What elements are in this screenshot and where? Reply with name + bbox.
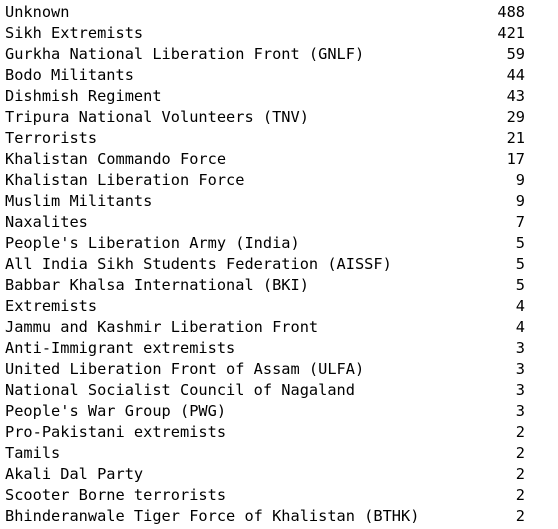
group-name: Scooter Borne terrorists [5, 486, 227, 504]
group-count: 2 [515, 444, 525, 462]
group-count: 29 [506, 108, 525, 126]
group-count: 3 [515, 402, 525, 420]
group-count: 9 [515, 171, 525, 189]
list-item: Scooter Borne terrorists 2 [5, 485, 525, 506]
list-item: Muslim Militants 9 [5, 191, 525, 212]
group-name: Extremists [5, 297, 98, 315]
group-count: 421 [497, 24, 525, 42]
group-count: 44 [506, 66, 525, 84]
list-item: United Liberation Front of Assam (ULFA) 3 [5, 359, 525, 380]
group-count: 9 [515, 192, 525, 210]
group-count: 43 [506, 87, 525, 105]
list-item: Bhinderanwale Tiger Force of Khalistan (… [5, 506, 525, 527]
list-item: Extremists 4 [5, 296, 525, 317]
list-item: Naxalites 7 [5, 212, 525, 233]
group-name: National Socialist Council of Nagaland [5, 381, 355, 399]
group-count: 2 [515, 465, 525, 483]
group-count: 3 [515, 381, 525, 399]
list-item: Tripura National Volunteers (TNV) 29 [5, 107, 525, 128]
list-item: All India Sikh Students Federation (AISS… [5, 254, 525, 275]
group-name: Naxalites [5, 213, 88, 231]
list-item: Khalistan Liberation Force 9 [5, 170, 525, 191]
group-name: All India Sikh Students Federation (AISS… [5, 255, 392, 273]
group-name: Terrorists [5, 129, 98, 147]
list-item: Sikh Extremists 421 [5, 23, 525, 44]
group-name: Babbar Khalsa International (BKI) [5, 276, 309, 294]
list-item: Akali Dal Party 2 [5, 464, 525, 485]
group-name: Tripura National Volunteers (TNV) [5, 108, 309, 126]
group-count: 17 [506, 150, 525, 168]
group-count: 7 [515, 213, 525, 231]
group-name: Pro-Pakistani extremists [5, 423, 227, 441]
group-name: People's War Group (PWG) [5, 402, 227, 420]
group-count: 4 [515, 297, 525, 315]
group-count: 5 [515, 234, 525, 252]
group-count: 2 [515, 423, 525, 441]
group-count: 3 [515, 360, 525, 378]
list-item: Anti-Immigrant extremists 3 [5, 338, 525, 359]
group-name: Tamils [5, 444, 61, 462]
group-name: Khalistan Liberation Force [5, 171, 245, 189]
list-item: Jammu and Kashmir Liberation Front 4 [5, 317, 525, 338]
list-item: People's War Group (PWG) 3 [5, 401, 525, 422]
list-item: Tamils 2 [5, 443, 525, 464]
group-name: Jammu and Kashmir Liberation Front [5, 318, 319, 336]
group-name: Khalistan Commando Force [5, 150, 227, 168]
group-count: 488 [497, 3, 525, 21]
group-count: 2 [515, 507, 525, 525]
group-name: Dishmish Regiment [5, 87, 162, 105]
group-count: 21 [506, 129, 525, 147]
list-item: Babbar Khalsa International (BKI) 5 [5, 275, 525, 296]
group-name: Bhinderanwale Tiger Force of Khalistan (… [5, 507, 420, 525]
group-name: Gurkha National Liberation Front (GNLF) [5, 45, 365, 63]
group-count: 4 [515, 318, 525, 336]
list-item: Terrorists 21 [5, 128, 525, 149]
group-name: Akali Dal Party [5, 465, 144, 483]
group-name: Sikh Extremists [5, 24, 144, 42]
group-name: Anti-Immigrant extremists [5, 339, 236, 357]
group-count: 5 [515, 276, 525, 294]
group-name: Unknown [5, 3, 70, 21]
list-item: Gurkha National Liberation Front (GNLF) 5… [5, 44, 525, 65]
list-item: Pro-Pakistani extremists 2 [5, 422, 525, 443]
group-name: Bodo Militants [5, 66, 134, 84]
list-item: Dishmish Regiment 43 [5, 86, 525, 107]
group-count: 3 [515, 339, 525, 357]
group-name: People's Liberation Army (India) [5, 234, 300, 252]
group-count: 5 [515, 255, 525, 273]
group-count: 2 [515, 486, 525, 504]
group-name: United Liberation Front of Assam (ULFA) [5, 360, 365, 378]
list-item: National Socialist Council of Nagaland 3 [5, 380, 525, 401]
list-item: People's Liberation Army (India) 5 [5, 233, 525, 254]
group-count: 59 [506, 45, 525, 63]
group-name: Muslim Militants [5, 192, 153, 210]
list-item: Khalistan Commando Force 17 [5, 149, 525, 170]
list-item: Unknown 488 [5, 2, 525, 23]
list-item: Bodo Militants 44 [5, 65, 525, 86]
